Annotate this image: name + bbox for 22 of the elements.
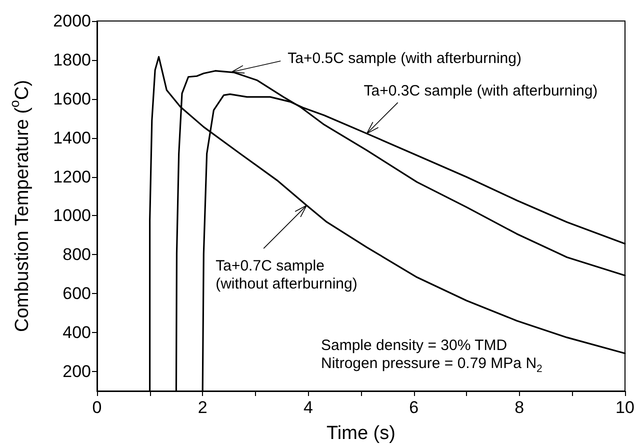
y-tick-label: 400 (62, 323, 91, 342)
annotation: Ta+0.7C sample (without afterburning) (216, 256, 358, 292)
x-tick-label: 6 (409, 398, 419, 417)
y-tick-label: 1800 (53, 50, 91, 70)
y-tick-label: 1200 (53, 167, 91, 186)
y-tick-label: 1600 (53, 89, 91, 108)
x-tick-label: 0 (92, 398, 102, 417)
annotation: Sample density = 30% TMD (321, 336, 508, 354)
x-axis-title: Time (s) (326, 422, 396, 444)
annotation: Nitrogen pressure = 0.79 MPa N$_{2}$ (321, 354, 543, 375)
y-tick-label: 2000 (53, 12, 91, 30)
y-tick-label: 200 (62, 362, 91, 382)
x-tick-label: 10 (616, 398, 634, 417)
annotation: Ta+0.3C sample (with afterburning) (364, 82, 598, 100)
annotation: Ta+0.5C sample (with afterburning) (288, 50, 522, 67)
x-tick-label: 8 (514, 398, 524, 417)
y-tick-label: 800 (62, 245, 91, 264)
y-tick-label: 1400 (53, 128, 91, 148)
x-tick-label: 2 (198, 398, 208, 417)
y-tick-label: 600 (62, 284, 91, 304)
x-tick-label: 4 (303, 398, 313, 417)
y-tick-label: 1000 (53, 206, 91, 226)
